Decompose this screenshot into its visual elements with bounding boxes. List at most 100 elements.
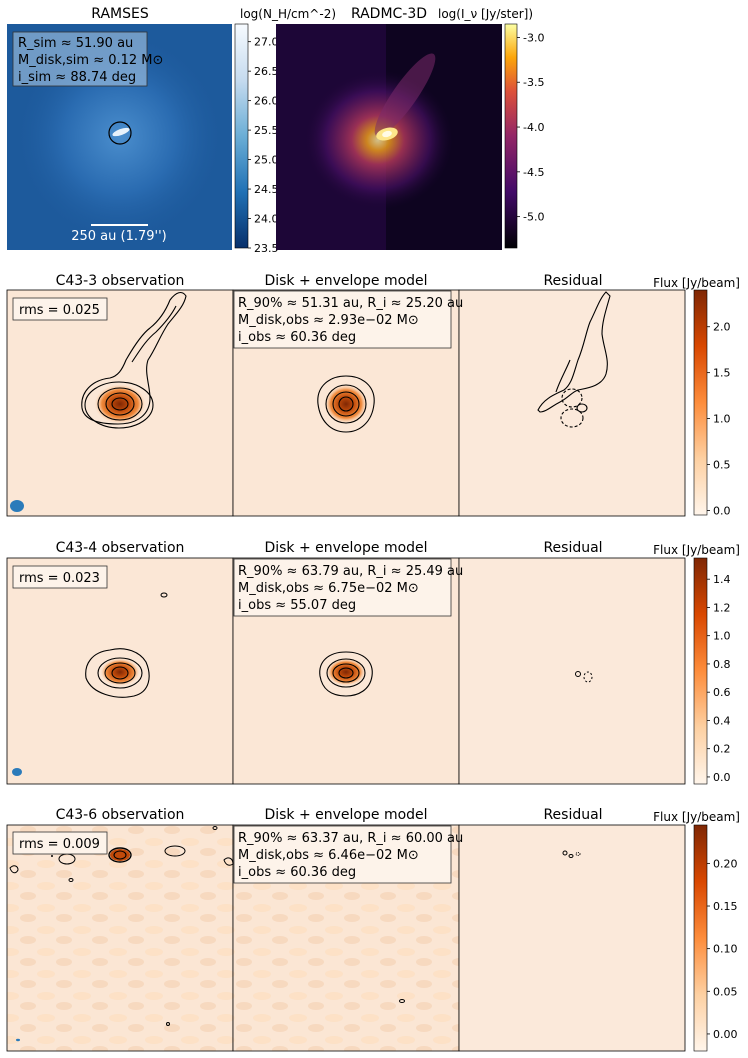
row2-model-text-3: i_obs ≈ 55.07 deg xyxy=(238,598,356,613)
row1-colorbar-label: Flux [Jy/beam] xyxy=(653,276,740,290)
row3-beam xyxy=(16,1038,20,1042)
row1-model-contour-1 xyxy=(317,375,375,433)
row2-colorbar-tick-label: 1.0 xyxy=(713,630,731,643)
ramses-text-3: i_sim ≈ 88.74 deg xyxy=(18,70,136,85)
row3-obs-blob-3 xyxy=(68,878,74,882)
row1-resid-title: Residual xyxy=(543,273,602,289)
radmc-colorbar-ticks: -3.0 -3.5 -4.0 -4.5 -5.0 xyxy=(517,31,544,224)
row3-resid-blob-3 xyxy=(575,852,581,856)
row2-colorbar-tick-label: 0.8 xyxy=(713,658,731,671)
row3-obs-blob-2 xyxy=(212,826,218,830)
row1-colorbar-ticks: 2.0 1.5 1.0 0.5 0.0 xyxy=(707,321,731,517)
row3-model-text-2: M_disk,obs ≈ 6.46e−02 M⊙ xyxy=(238,848,419,863)
row2-model-contour-4 xyxy=(338,667,354,679)
radmc-envelope xyxy=(303,70,453,210)
row1-resid-neg-2 xyxy=(560,408,584,428)
row3-colorbar-tick-label: 0.15 xyxy=(713,900,738,913)
row2-colorbar-tick-label: 0.6 xyxy=(713,686,731,699)
row3-model-box xyxy=(233,825,452,884)
row2-resid-blob xyxy=(575,671,581,677)
row1-model-title: Disk + envelope model xyxy=(264,273,427,289)
row1-model-contour-4 xyxy=(338,396,354,412)
row3-resid-blob-2 xyxy=(568,854,574,858)
row3-model-text-1: R_90% ≈ 63.37 au, R_i ≈ 60.00 au xyxy=(238,831,463,846)
ramses-colorbar-ticks: 27.0 26.5 26.0 25.5 25.0 24.5 24.0 23.5 xyxy=(248,36,279,255)
row3-colorbar xyxy=(693,824,708,1052)
ramses-colorbar xyxy=(234,23,249,249)
radmc-colorbar-tick-label: -4.5 xyxy=(523,166,544,179)
row1-obs-contour-1 xyxy=(84,381,154,429)
row2-resid-panel xyxy=(458,557,686,785)
row2-rms-box xyxy=(12,565,108,589)
row1-rms-box xyxy=(12,297,108,321)
row2-obs-contour-4 xyxy=(111,666,129,680)
row3-obs-blob-4 xyxy=(9,865,19,874)
row3-colorbar-tick-label: 0.20 xyxy=(713,857,738,870)
row1-resid-outer xyxy=(555,359,571,393)
row1-obs-title: C43-3 observation xyxy=(56,273,185,289)
row2-obs-contour-3 xyxy=(104,662,136,684)
row2-obs-source xyxy=(100,658,140,686)
row2-colorbar-ticks: 1.4 1.2 1.0 0.8 0.6 0.4 0.2 0.0 xyxy=(707,573,731,784)
row3-obs-dot xyxy=(51,855,53,857)
ramses-text-1: R_sim ≈ 51.90 au xyxy=(18,36,133,51)
row3-obs-source xyxy=(110,849,130,861)
row3-obs-contour-1 xyxy=(108,847,132,863)
row1-obs-contour-4 xyxy=(111,397,129,411)
ramses-colorbar-tick-label: 26.5 xyxy=(254,65,279,78)
row3-colorbar-tick-label: 0.05 xyxy=(713,985,738,998)
row3-obs-contour-2 xyxy=(113,850,127,860)
row2-colorbar xyxy=(693,557,708,785)
row3-model-text-3: i_obs ≈ 60.36 deg xyxy=(238,865,356,880)
row3-obs-blob-6 xyxy=(164,845,186,857)
row1-colorbar-tick-label: 0.5 xyxy=(713,458,731,471)
row2-model-contour-2 xyxy=(326,658,366,688)
row1-resid-neg-1 xyxy=(561,388,583,408)
row1-model-text-2: M_disk,obs ≈ 2.93e−02 M⊙ xyxy=(238,313,419,328)
row1-model-box xyxy=(233,290,452,349)
row2-colorbar-tick-label: 0.4 xyxy=(713,714,731,727)
ramses-scalebar-label: 250 au (1.79'') xyxy=(71,229,167,244)
row3-colorbar-ticks: 0.20 0.15 0.10 0.05 0.00 xyxy=(707,857,738,1041)
row3-colorbar-label: Flux [Jy/beam] xyxy=(653,810,740,824)
row2-beam xyxy=(12,768,22,776)
row1-obs-outer-contour xyxy=(131,305,177,363)
row3-resid-blob-1 xyxy=(562,850,568,856)
row3-resid-panel xyxy=(458,824,686,1052)
row2-model-title: Disk + envelope model xyxy=(264,540,427,556)
row2-resid-title: Residual xyxy=(543,540,602,556)
ramses-colorbar-tick-label: 24.5 xyxy=(254,183,279,196)
row2-model-contour-1 xyxy=(319,651,373,697)
row3-obs-blob-7 xyxy=(166,1022,170,1026)
radmc-colorbar-tick-label: -5.0 xyxy=(523,211,544,224)
row3-model-blob-4 xyxy=(223,857,234,866)
row3-resid-title: Residual xyxy=(543,807,602,823)
row2-resid-neg xyxy=(583,671,593,683)
row2-colorbar-tick-label: 0.2 xyxy=(713,743,731,756)
row1-model-text-3: i_obs ≈ 60.36 deg xyxy=(238,330,356,345)
row1-obs-contour-3 xyxy=(105,392,135,416)
radmc-title: RADMC-3D xyxy=(351,6,427,22)
row1-obs-contour-2 xyxy=(97,387,143,421)
row1-colorbar xyxy=(693,289,708,516)
ramses-title: RAMSES xyxy=(91,6,149,22)
row2-model-box xyxy=(233,558,452,617)
row1-obs-envelope-contour xyxy=(81,291,187,425)
ramses-colorbar-tick-label: 26.0 xyxy=(254,95,279,108)
ramses-colorbar-tick-label: 27.0 xyxy=(254,36,279,49)
row1-model-source xyxy=(324,384,368,424)
row2-colorbar-label: Flux [Jy/beam] xyxy=(653,543,740,557)
ramses-disk xyxy=(112,127,130,137)
row3-rms-box xyxy=(12,831,108,855)
row3-colorbar-tick-label: 0.10 xyxy=(713,943,738,956)
row2-model-text-2: M_disk,obs ≈ 6.75e−02 M⊙ xyxy=(238,581,419,596)
row3-rms-label: rms = 0.009 xyxy=(19,837,100,852)
row1-rms-label: rms = 0.025 xyxy=(19,303,100,318)
row1-model-contour-3 xyxy=(332,391,360,417)
radmc-colorbar-label: log(I_ν [Jy/ster]) xyxy=(438,7,533,21)
row2-colorbar-tick-label: 1.2 xyxy=(713,601,731,614)
row-c43-3: C43-3 observation Disk + envelope model … xyxy=(6,273,740,517)
row2-obs-contour-1 xyxy=(85,648,150,698)
row1-model-text-1: R_90% ≈ 51.31 au, R_i ≈ 25.20 au xyxy=(238,296,463,311)
